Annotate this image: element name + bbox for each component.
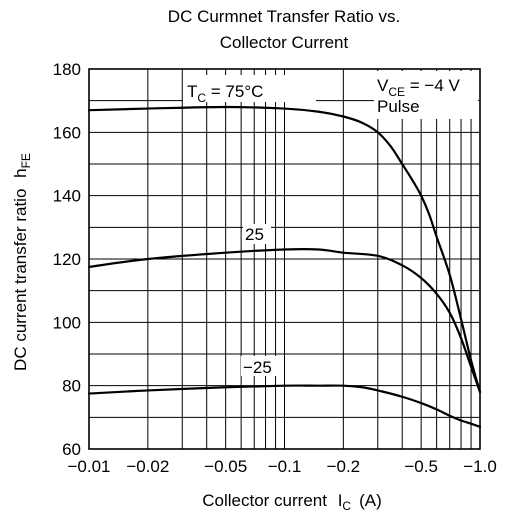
x-tick-label: −1.0 <box>463 457 497 476</box>
y-tick-label: 180 <box>53 60 81 79</box>
x-tick-label: −0.5 <box>404 457 438 476</box>
conditions-line-1: VCE = −4 V <box>377 76 460 99</box>
x-tick-label: −0.01 <box>67 457 110 476</box>
conditions-line-2: Pulse <box>377 97 420 116</box>
x-axis-label-symbol: I <box>338 491 343 510</box>
series-line-75 <box>87 105 482 394</box>
y-tick-label: 160 <box>53 123 81 142</box>
x-tick-label: −0.2 <box>327 457 361 476</box>
y-axis-label: DC current transfer ratio hFE <box>11 153 33 371</box>
y-axis-label-text: DC current transfer ratio <box>11 189 30 371</box>
series-label-25-background <box>243 224 271 244</box>
y-tick-label: 80 <box>62 377 81 396</box>
series-label-75-background <box>183 75 316 102</box>
series-label-25: 25 <box>245 225 264 244</box>
curves <box>87 105 482 428</box>
x-tick-labels: −0.01 −0.02 −0.05 −0.1 −0.2 −0.5 −1.0 <box>67 457 496 476</box>
grid <box>89 69 480 449</box>
series-label-minus-25: −25 <box>243 358 272 377</box>
y-tick-labels: 60 80 100 120 140 160 180 <box>53 60 81 459</box>
series-label-75: TC = 75°C <box>187 82 263 105</box>
y-tick-label: 60 <box>62 440 81 459</box>
series-line-25 <box>87 248 482 394</box>
series-label-minus-25-background <box>241 356 283 376</box>
y-tick-label: 140 <box>53 187 81 206</box>
chart-title-line-2: Collector Current <box>220 33 349 52</box>
y-axis-label-symbol-sub: FE <box>19 153 33 168</box>
x-tick-label: −0.05 <box>204 457 247 476</box>
chart-title-line-1: DC Curmnet Transfer Ratio vs. <box>168 7 400 26</box>
conditions-background <box>374 71 478 119</box>
plot-frame <box>88 68 481 450</box>
x-tick-label: −0.1 <box>268 457 302 476</box>
y-tick-label: 100 <box>53 313 81 332</box>
y-tick-label: 120 <box>53 250 81 269</box>
x-axis-label-symbol-sub: C <box>342 499 351 513</box>
x-tick-label: −0.02 <box>126 457 169 476</box>
y-axis-label-symbol: h <box>11 168 30 177</box>
x-axis-label-unit: (A) <box>359 491 382 510</box>
series-line--25 <box>87 384 482 428</box>
x-axis-label: Collector current IC (A) <box>202 491 382 513</box>
x-axis-label-text: Collector current <box>202 491 327 510</box>
